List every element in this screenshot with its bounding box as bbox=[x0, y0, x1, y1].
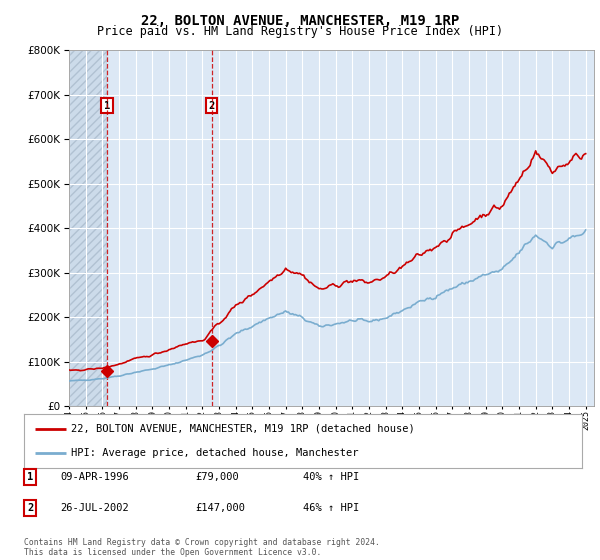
Text: £147,000: £147,000 bbox=[195, 503, 245, 513]
Text: 22, BOLTON AVENUE, MANCHESTER, M19 1RP: 22, BOLTON AVENUE, MANCHESTER, M19 1RP bbox=[141, 14, 459, 28]
Text: 40% ↑ HPI: 40% ↑ HPI bbox=[303, 472, 359, 482]
Bar bbox=[69, 50, 107, 406]
Bar bbox=[69, 50, 107, 406]
Text: 09-APR-1996: 09-APR-1996 bbox=[60, 472, 129, 482]
Text: 22, BOLTON AVENUE, MANCHESTER, M19 1RP (detached house): 22, BOLTON AVENUE, MANCHESTER, M19 1RP (… bbox=[71, 424, 415, 434]
Text: 1: 1 bbox=[104, 100, 110, 110]
Text: HPI: Average price, detached house, Manchester: HPI: Average price, detached house, Manc… bbox=[71, 448, 359, 458]
Bar bbox=[107, 50, 212, 406]
Text: 2: 2 bbox=[209, 100, 215, 110]
Text: Price paid vs. HM Land Registry's House Price Index (HPI): Price paid vs. HM Land Registry's House … bbox=[97, 25, 503, 38]
Text: 1: 1 bbox=[27, 472, 33, 482]
Text: 46% ↑ HPI: 46% ↑ HPI bbox=[303, 503, 359, 513]
Text: Contains HM Land Registry data © Crown copyright and database right 2024.
This d: Contains HM Land Registry data © Crown c… bbox=[24, 538, 380, 557]
Text: £79,000: £79,000 bbox=[195, 472, 239, 482]
Text: 2: 2 bbox=[27, 503, 33, 513]
Text: 26-JUL-2002: 26-JUL-2002 bbox=[60, 503, 129, 513]
